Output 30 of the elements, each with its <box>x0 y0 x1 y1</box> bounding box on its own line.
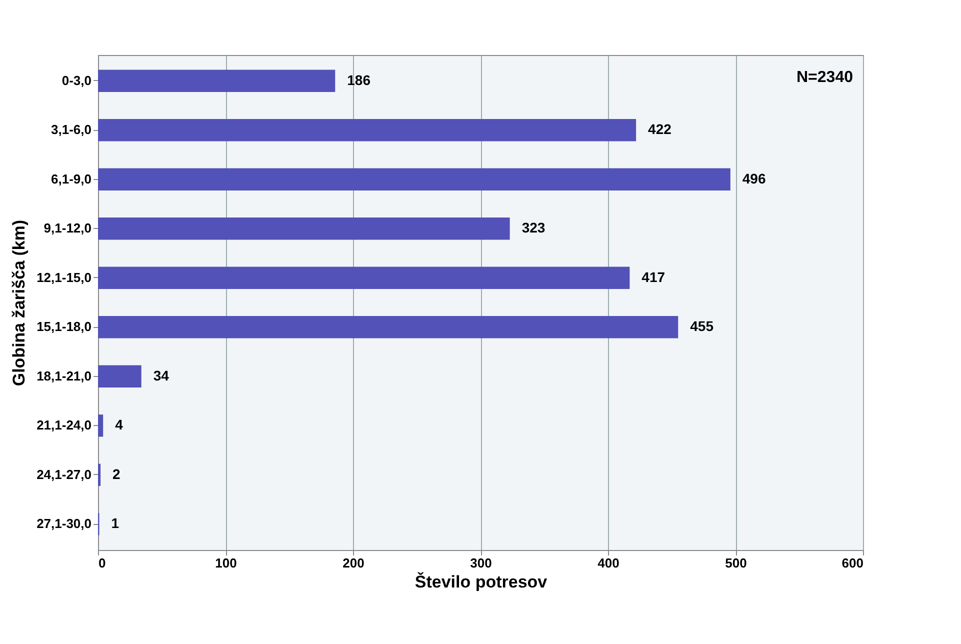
y-tick-label: 24,1-27,0 <box>36 466 92 482</box>
x-axis-title: Število potresov <box>414 572 548 592</box>
y-tick-label: 12,1-15,0 <box>36 270 92 285</box>
y-tick-label: 0-3,0 <box>62 72 92 88</box>
data-label: 323 <box>522 220 546 236</box>
data-label: 186 <box>347 72 371 88</box>
data-label: 1 <box>111 515 120 532</box>
y-tick-label: 6,1-9,0 <box>51 171 92 186</box>
data-label: 417 <box>642 268 666 285</box>
annotation: N=2340 <box>796 69 854 86</box>
y-tick-label: 21,1-24,0 <box>36 418 92 433</box>
data-label: 422 <box>648 121 672 138</box>
data-label: 4 <box>115 416 124 433</box>
x-tick-label: 600 <box>842 556 864 570</box>
y-tick-label: 9,1-12,0 <box>44 220 92 236</box>
data-label: 496 <box>742 170 766 186</box>
x-tick-label: 0 <box>98 556 106 570</box>
y-tick-label: 15,1-18,0 <box>36 319 92 334</box>
x-tick-label: 400 <box>598 556 620 570</box>
y-tick-label: 27,1-30,0 <box>36 516 92 532</box>
x-tick-label: 300 <box>470 556 492 570</box>
x-tick-label: 100 <box>215 556 237 570</box>
x-tick-label: 500 <box>725 556 747 570</box>
y-tick-label: 3,1-6,0 <box>51 122 92 138</box>
data-label: 34 <box>153 367 170 384</box>
y-tick-label: 18,1-21,0 <box>36 368 92 384</box>
data-label: 455 <box>690 318 714 334</box>
data-label: 2 <box>112 466 121 482</box>
y-axis-title: Globina žarišča (km) <box>10 220 29 386</box>
x-tick-label: 200 <box>342 556 364 570</box>
